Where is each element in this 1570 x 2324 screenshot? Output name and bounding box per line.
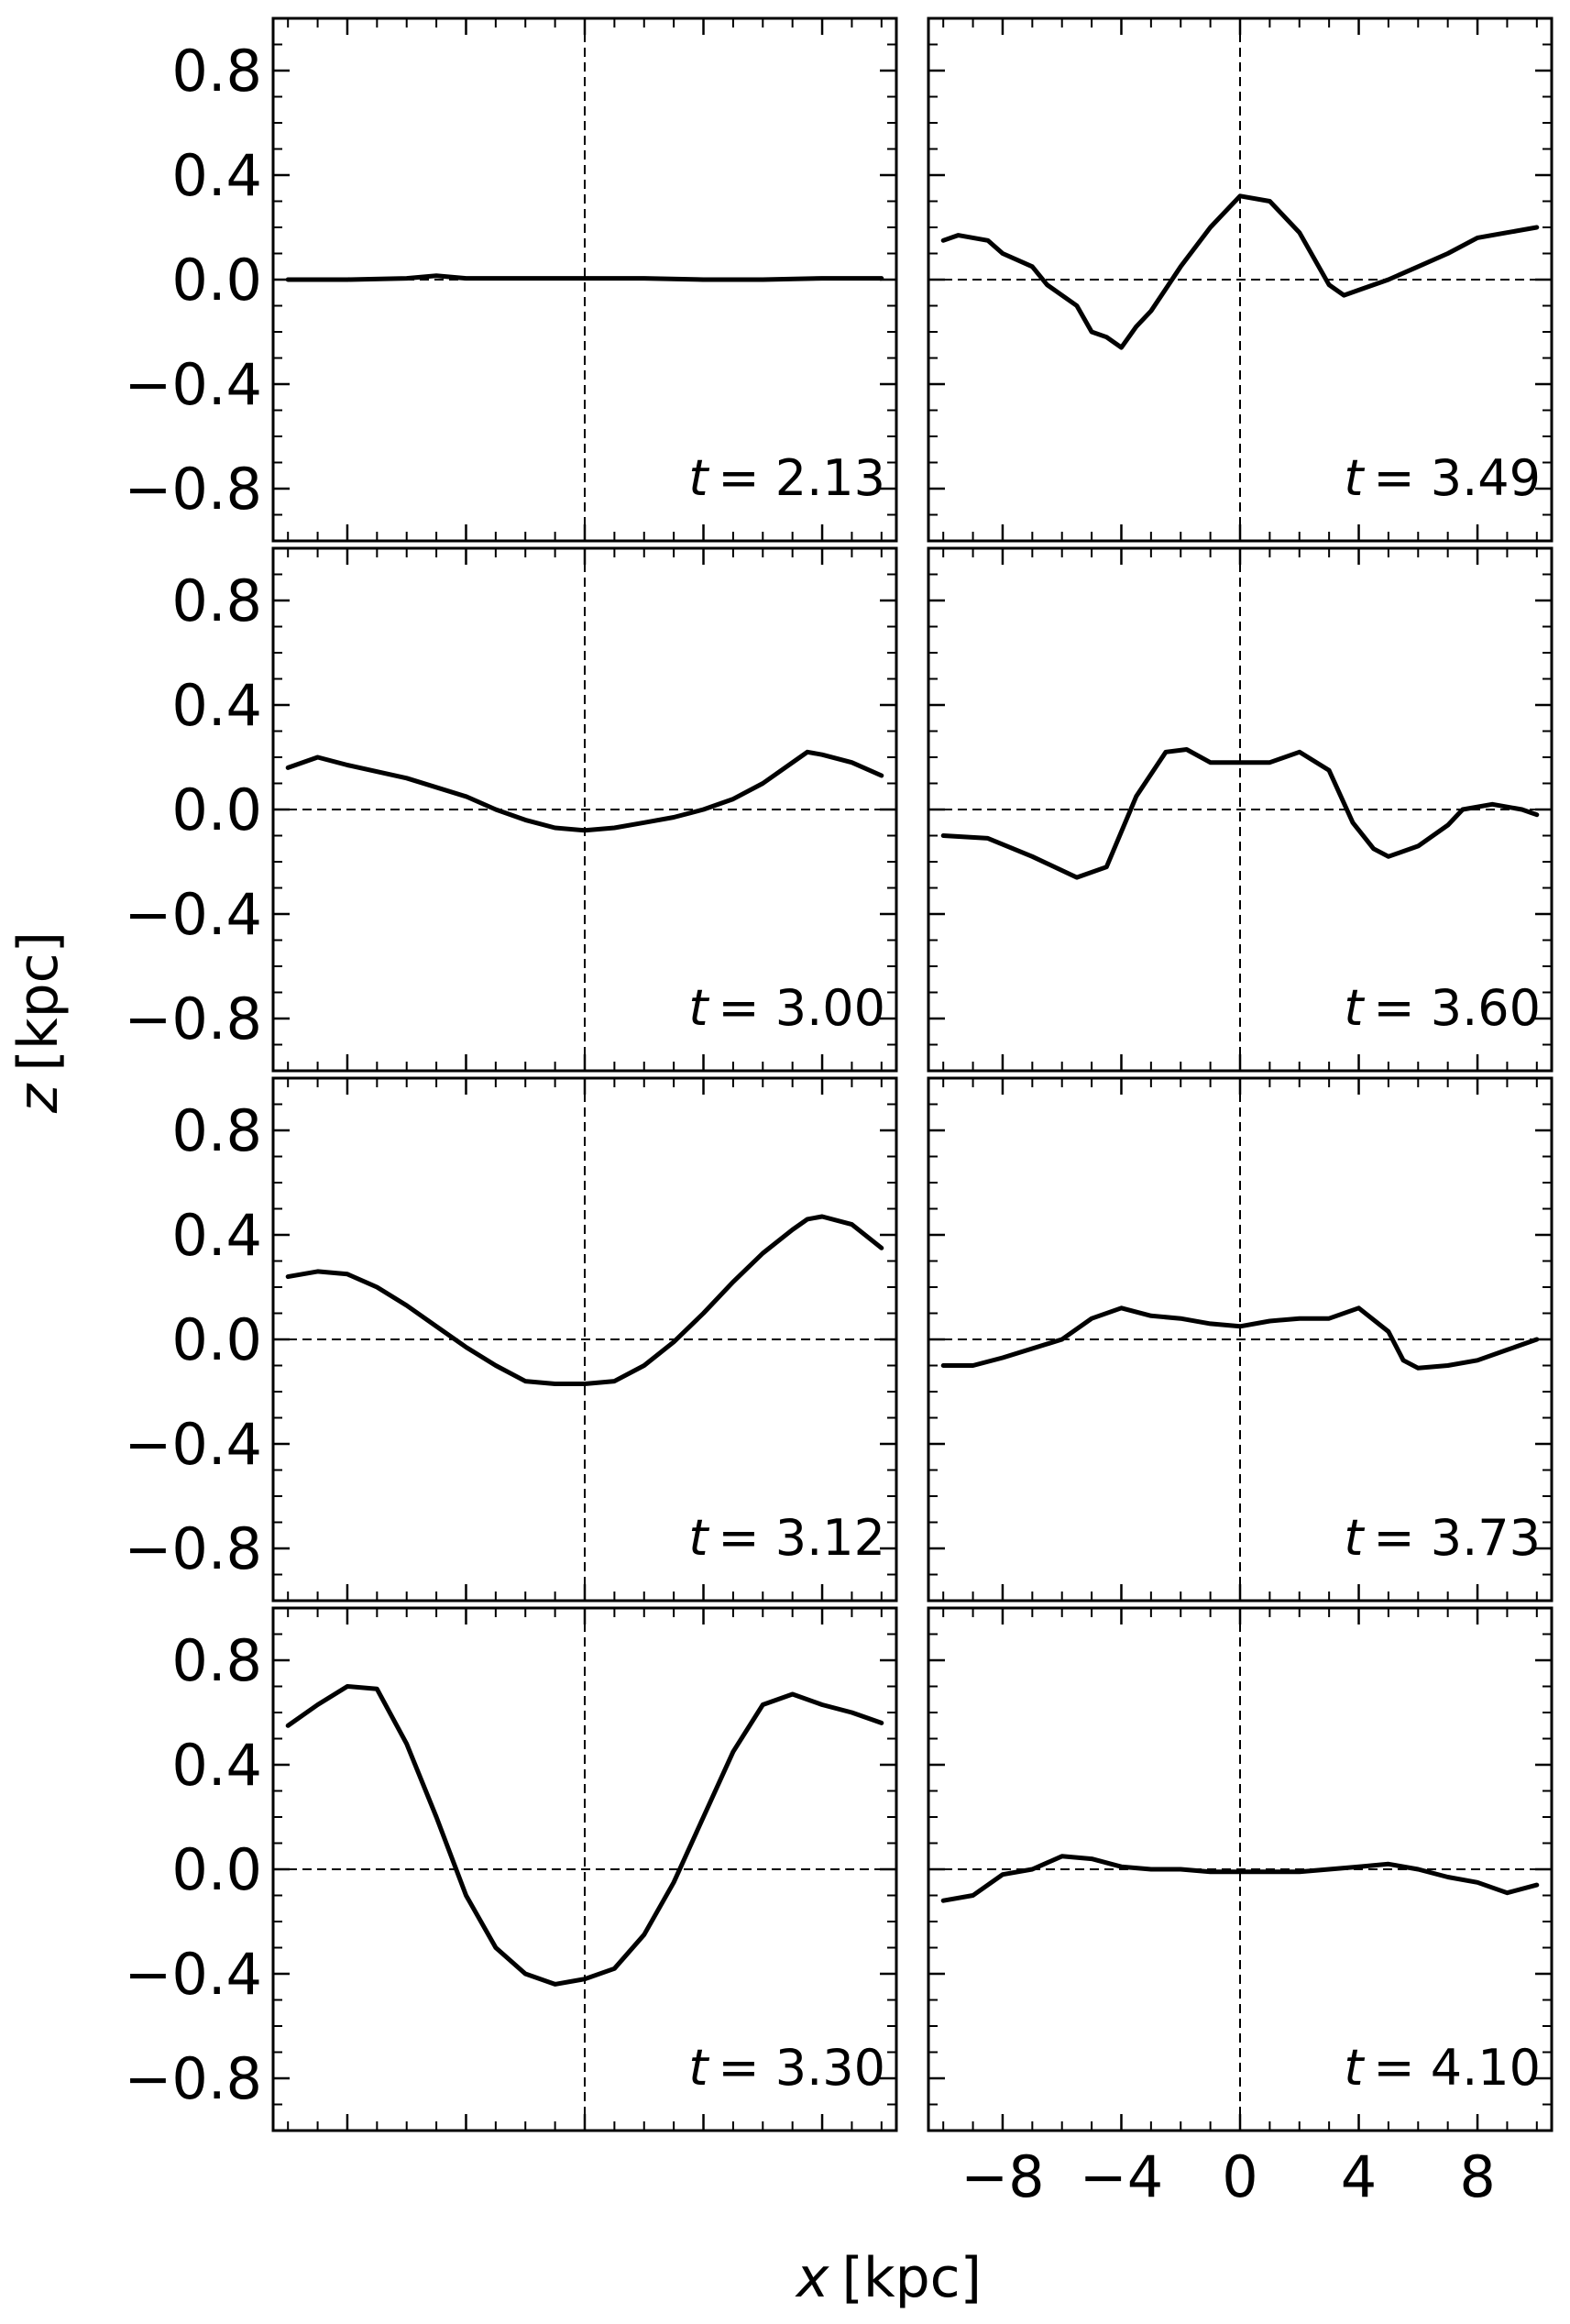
- series-line: [285, 749, 884, 833]
- series-line: [940, 1305, 1540, 1371]
- y-axis-label-unit: [kpc]: [6, 931, 71, 1072]
- time-annotation: t = 3.00: [688, 979, 885, 1037]
- y-tick-label: 0.4: [171, 1202, 262, 1269]
- panel-left-2: 0.8 0.4 0.0 −0.4 −0.8 t = 3.00: [124, 546, 898, 1073]
- series-line: [940, 747, 1540, 880]
- series-line: [285, 1684, 884, 1987]
- panel-frame: [271, 1076, 898, 1603]
- panel-left-4: 0.8 0.4 0.0 −0.4 −0.8 t = 3.30: [124, 1606, 898, 2132]
- time-annotation: t = 3.49: [1344, 449, 1541, 507]
- panel-frame: [927, 17, 1554, 543]
- panel-left-1: 0.8 0.4 0.0 −0.4 −0.8 t = 2.13: [124, 17, 898, 543]
- y-tick-label: 0.4: [171, 672, 262, 739]
- x-tick-label: 8: [1459, 2143, 1495, 2210]
- y-tick-label: 0.4: [171, 142, 262, 209]
- time-annotation-var: t: [688, 1509, 709, 1567]
- time-annotation-value: = 2.13: [708, 449, 885, 507]
- y-tick-label: −0.4: [124, 881, 262, 948]
- time-annotation: t = 3.60: [1344, 979, 1541, 1037]
- panel-left-3: 0.8 0.4 0.0 −0.4 −0.8 t = 3.12: [124, 1076, 898, 1603]
- y-tick-label: 0.4: [171, 1732, 262, 1799]
- y-tick-label: 0.8: [171, 567, 262, 634]
- time-annotation-value: = 3.12: [708, 1509, 885, 1567]
- x-axis-label-unit: [kpc]: [841, 2246, 982, 2310]
- panel-right-2: t = 3.60: [927, 546, 1554, 1073]
- time-annotation: t = 3.73: [1344, 1509, 1541, 1567]
- time-annotation-value: = 3.00: [708, 979, 885, 1037]
- y-tick-label: −0.4: [124, 1411, 262, 1478]
- time-annotation-value: = 3.49: [1364, 449, 1541, 507]
- time-annotation-var: t: [1344, 2039, 1365, 2097]
- y-tick-label: 0.8: [171, 38, 262, 105]
- y-tick-label: −0.4: [124, 1941, 262, 2008]
- x-axis-label: x [kpc]: [795, 2246, 982, 2310]
- panel-right-4: −8 −4 0 4 8 t = 4.10: [927, 1606, 1554, 2210]
- time-annotation-var: t: [1344, 979, 1365, 1037]
- panel-frame: [271, 17, 898, 543]
- y-tick-label: −0.8: [124, 986, 262, 1052]
- time-annotation-value: = 3.60: [1364, 979, 1541, 1037]
- panel-frame: [271, 546, 898, 1073]
- panel-frame: [927, 1076, 1554, 1603]
- series-line: [285, 273, 884, 282]
- series-line: [940, 1854, 1540, 1903]
- time-annotation: t = 4.10: [1344, 2039, 1541, 2097]
- time-annotation-var: t: [688, 979, 709, 1037]
- y-tick-label: −0.8: [124, 456, 262, 523]
- panel-frame: [927, 546, 1554, 1073]
- panel-frame: [271, 1606, 898, 2132]
- time-annotation-value: = 4.10: [1364, 2039, 1541, 2097]
- panel-right-1: t = 3.49: [927, 17, 1554, 543]
- y-axis-label: z [kpc]: [6, 931, 71, 1114]
- y-tick-label: 0.0: [171, 1306, 262, 1373]
- panels: 0.80.40.0−0.4−0.8 t = 2.13 t = 3.490.80.40…: [124, 17, 1554, 2210]
- x-tick-label: −4: [1080, 2143, 1163, 2210]
- time-annotation: t = 3.30: [688, 2039, 885, 2097]
- series-line: [285, 1214, 884, 1386]
- y-tick-label: 0.0: [171, 1836, 262, 1903]
- y-tick-label: 0.0: [171, 247, 262, 314]
- time-annotation-value: = 3.73: [1364, 1509, 1541, 1567]
- y-tick-label: −0.8: [124, 2045, 262, 2112]
- x-axis-label-var: x: [795, 2246, 829, 2310]
- time-annotation-var: t: [688, 449, 709, 507]
- time-annotation-var: t: [688, 2039, 709, 2097]
- x-tick-label: 4: [1341, 2143, 1377, 2210]
- y-tick-label: 0.8: [171, 1097, 262, 1164]
- x-tick-label: −8: [961, 2143, 1044, 2210]
- panel-frame: [927, 1606, 1554, 2132]
- y-tick-label: 0.0: [171, 777, 262, 843]
- y-tick-label: −0.8: [124, 1515, 262, 1582]
- time-annotation: t = 2.13: [688, 449, 885, 507]
- time-annotation-value: = 3.30: [708, 2039, 885, 2097]
- time-annotation-var: t: [1344, 449, 1365, 507]
- y-axis-label-var: z: [6, 1083, 71, 1114]
- series-line: [940, 193, 1540, 350]
- x-tick-label: 0: [1222, 2143, 1257, 2210]
- panel-right-3: t = 3.73: [927, 1076, 1554, 1603]
- y-tick-label: −0.4: [124, 351, 262, 418]
- time-annotation-var: t: [1344, 1509, 1365, 1567]
- y-tick-label: 0.8: [171, 1627, 262, 1694]
- time-annotation: t = 3.12: [688, 1509, 885, 1567]
